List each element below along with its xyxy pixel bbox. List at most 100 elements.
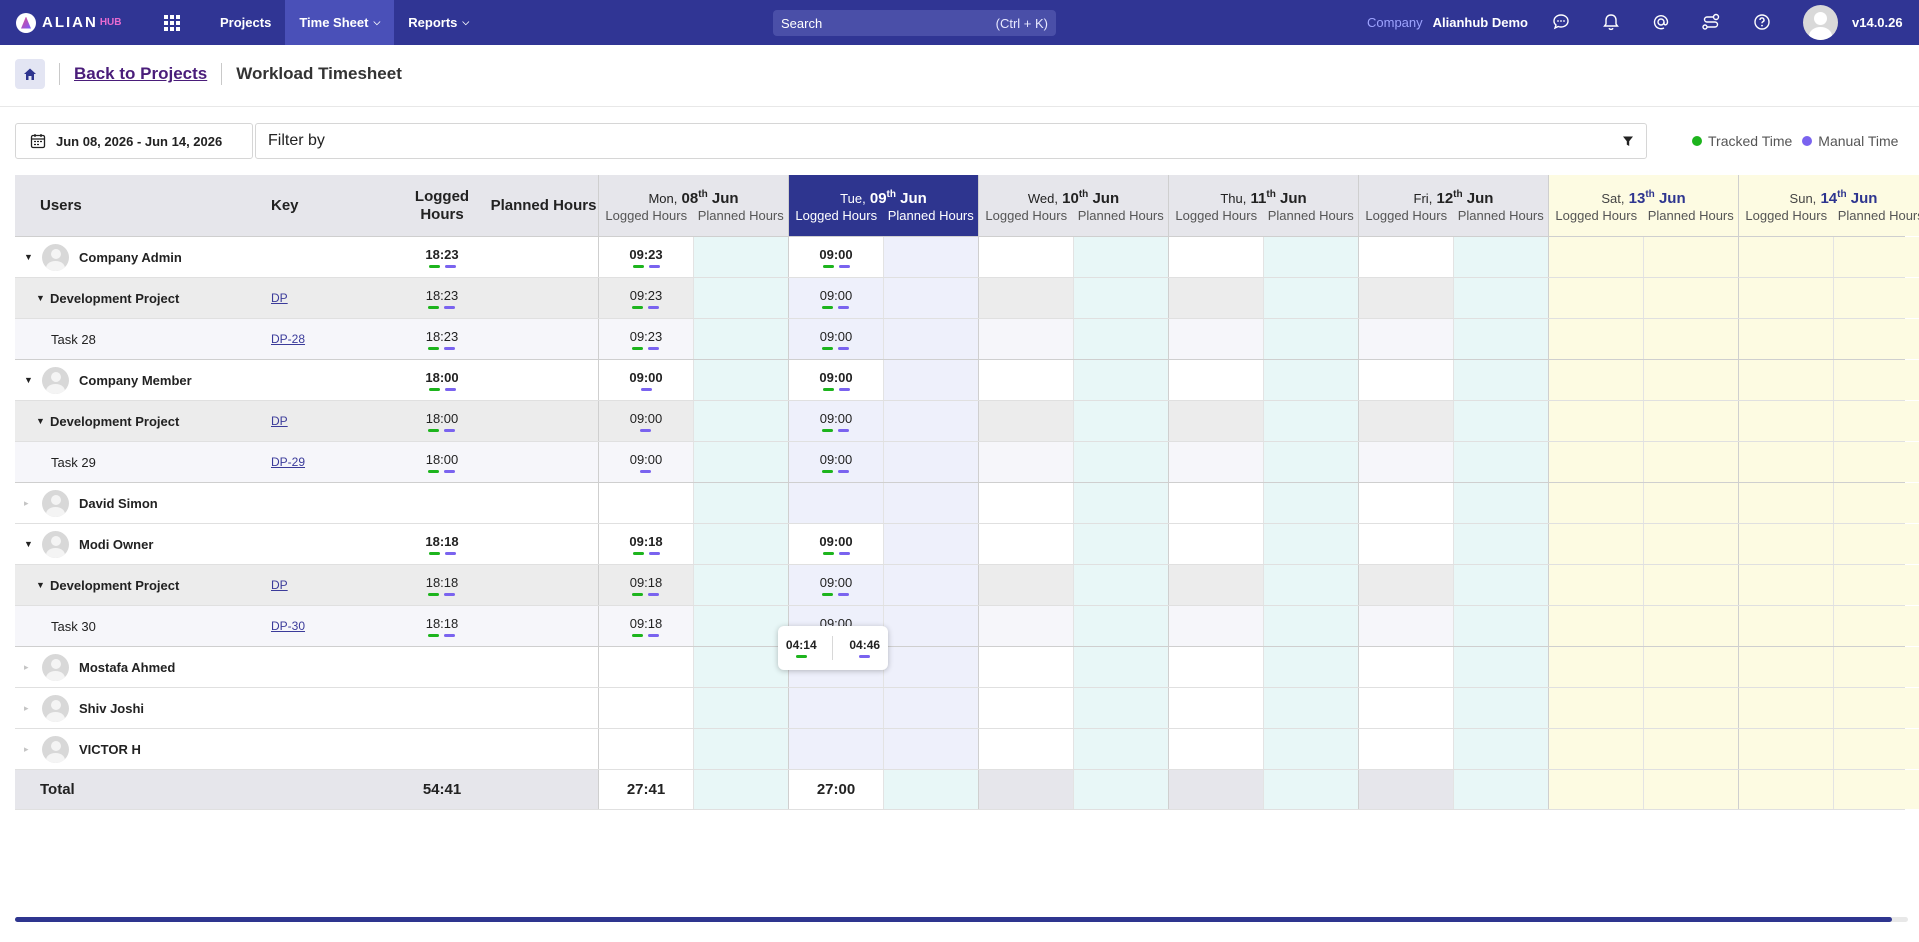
day-header-14[interactable]: Sun, 14th Jun Logged Hours Planned Hours bbox=[1739, 175, 1919, 236]
day-logged-cell[interactable] bbox=[1739, 647, 1834, 687]
day-planned-cell[interactable] bbox=[1264, 319, 1359, 359]
day-logged-cell[interactable]: 09:23 bbox=[599, 278, 694, 318]
day-planned-cell[interactable] bbox=[1834, 442, 1919, 482]
day-planned-cell[interactable] bbox=[1454, 483, 1549, 523]
day-logged-cell[interactable] bbox=[1169, 237, 1264, 277]
day-planned-cell[interactable] bbox=[1644, 319, 1739, 359]
day-logged-cell[interactable] bbox=[1359, 606, 1454, 646]
day-planned-cell[interactable] bbox=[1264, 688, 1359, 728]
user-name[interactable]: VICTOR H bbox=[79, 741, 141, 757]
day-planned-cell[interactable] bbox=[884, 319, 979, 359]
day-planned-cell[interactable] bbox=[1454, 442, 1549, 482]
day-planned-cell[interactable] bbox=[694, 278, 789, 318]
day-planned-cell[interactable] bbox=[1264, 278, 1359, 318]
day-logged-cell[interactable] bbox=[979, 237, 1074, 277]
day-planned-cell[interactable] bbox=[1264, 360, 1359, 400]
expand-arrow-icon[interactable]: ▸ bbox=[24, 661, 29, 672]
user-name[interactable]: Company Member bbox=[79, 372, 192, 388]
day-logged-cell[interactable]: 09:00 bbox=[599, 401, 694, 441]
day-logged-cell[interactable] bbox=[979, 565, 1074, 605]
user-name[interactable]: Shiv Joshi bbox=[79, 700, 145, 716]
day-planned-cell[interactable] bbox=[1264, 729, 1359, 769]
day-planned-cell[interactable] bbox=[884, 483, 979, 523]
table-row[interactable]: ▼ Company Admin 18:23 09:23 09:00 bbox=[15, 237, 1919, 278]
table-row[interactable]: ▸ VICTOR H bbox=[15, 729, 1919, 770]
day-planned-cell[interactable] bbox=[1074, 647, 1169, 687]
date-range-picker[interactable]: Jun 08, 2026 - Jun 14, 2026 bbox=[15, 123, 253, 159]
collapse-arrow-icon[interactable]: ▼ bbox=[36, 416, 45, 426]
day-logged-cell[interactable] bbox=[1549, 237, 1644, 277]
day-planned-cell[interactable] bbox=[1074, 606, 1169, 646]
day-logged-cell[interactable]: 09:00 bbox=[789, 278, 884, 318]
day-header-10[interactable]: Wed, 10th Jun Logged Hours Planned Hours bbox=[979, 175, 1169, 236]
day-planned-cell[interactable] bbox=[1454, 565, 1549, 605]
day-logged-cell[interactable] bbox=[1169, 647, 1264, 687]
user-name[interactable]: Modi Owner bbox=[79, 536, 154, 552]
day-planned-cell[interactable] bbox=[1074, 360, 1169, 400]
day-logged-cell[interactable]: 09:18 bbox=[599, 524, 694, 564]
key-link[interactable]: DP bbox=[271, 578, 288, 592]
key-link[interactable]: DP-29 bbox=[271, 455, 306, 469]
day-planned-cell[interactable] bbox=[1644, 606, 1739, 646]
day-planned-cell[interactable] bbox=[884, 688, 979, 728]
day-planned-cell[interactable] bbox=[884, 729, 979, 769]
back-to-projects-link[interactable]: Back to Projects bbox=[74, 64, 208, 83]
global-search[interactable]: Search (Ctrl + K) bbox=[773, 10, 1056, 36]
day-planned-cell[interactable] bbox=[1644, 237, 1739, 277]
day-logged-cell[interactable] bbox=[1169, 606, 1264, 646]
day-logged-cell[interactable] bbox=[599, 729, 694, 769]
day-logged-cell[interactable]: 09:23 bbox=[599, 237, 694, 277]
day-planned-cell[interactable] bbox=[1454, 647, 1549, 687]
day-logged-cell[interactable] bbox=[1549, 524, 1644, 564]
day-planned-cell[interactable] bbox=[1454, 606, 1549, 646]
day-planned-cell[interactable] bbox=[694, 565, 789, 605]
user-name[interactable]: Company Admin bbox=[79, 249, 182, 265]
day-planned-cell[interactable] bbox=[694, 647, 789, 687]
bell-icon[interactable] bbox=[1600, 11, 1622, 33]
day-logged-cell[interactable] bbox=[1739, 729, 1834, 769]
day-planned-cell[interactable] bbox=[1454, 237, 1549, 277]
day-planned-cell[interactable] bbox=[1074, 442, 1169, 482]
expand-arrow-icon[interactable]: ▸ bbox=[24, 497, 29, 508]
day-planned-cell[interactable] bbox=[1834, 565, 1919, 605]
day-logged-cell[interactable] bbox=[789, 483, 884, 523]
day-planned-cell[interactable] bbox=[1834, 729, 1919, 769]
chat-icon[interactable] bbox=[1550, 11, 1572, 33]
day-planned-cell[interactable] bbox=[1644, 483, 1739, 523]
day-planned-cell[interactable] bbox=[884, 647, 979, 687]
day-logged-cell[interactable] bbox=[1359, 360, 1454, 400]
day-planned-cell[interactable] bbox=[694, 319, 789, 359]
day-logged-cell[interactable] bbox=[599, 688, 694, 728]
day-logged-cell[interactable] bbox=[1739, 483, 1834, 523]
day-logged-cell[interactable] bbox=[979, 401, 1074, 441]
day-planned-cell[interactable] bbox=[1264, 401, 1359, 441]
day-logged-cell[interactable]: 09:00 bbox=[789, 442, 884, 482]
day-logged-cell[interactable]: 09:23 bbox=[599, 319, 694, 359]
table-row[interactable]: ▸ David Simon bbox=[15, 483, 1919, 524]
day-header-08[interactable]: Mon, 08th Jun Logged Hours Planned Hours bbox=[599, 175, 789, 236]
expand-arrow-icon[interactable]: ▸ bbox=[24, 743, 29, 754]
day-logged-cell[interactable]: 09:00 bbox=[789, 565, 884, 605]
day-planned-cell[interactable] bbox=[884, 442, 979, 482]
day-planned-cell[interactable] bbox=[1834, 278, 1919, 318]
day-logged-cell[interactable] bbox=[1359, 524, 1454, 564]
route-icon[interactable] bbox=[1700, 11, 1722, 33]
day-logged-cell[interactable]: 09:00 bbox=[789, 524, 884, 564]
day-logged-cell[interactable] bbox=[1739, 606, 1834, 646]
day-logged-cell[interactable] bbox=[979, 647, 1074, 687]
collapse-arrow-icon[interactable]: ▼ bbox=[36, 580, 45, 590]
day-planned-cell[interactable] bbox=[1074, 237, 1169, 277]
day-planned-cell[interactable] bbox=[694, 688, 789, 728]
day-planned-cell[interactable] bbox=[694, 524, 789, 564]
day-planned-cell[interactable] bbox=[884, 278, 979, 318]
day-planned-cell[interactable] bbox=[1644, 565, 1739, 605]
day-planned-cell[interactable] bbox=[1644, 442, 1739, 482]
day-planned-cell[interactable] bbox=[1074, 278, 1169, 318]
scrollbar-thumb[interactable] bbox=[15, 917, 1892, 922]
day-planned-cell[interactable] bbox=[1834, 647, 1919, 687]
day-planned-cell[interactable] bbox=[1264, 483, 1359, 523]
day-logged-cell[interactable] bbox=[979, 319, 1074, 359]
day-logged-cell[interactable] bbox=[1549, 360, 1644, 400]
user-name[interactable]: David Simon bbox=[79, 495, 158, 511]
day-logged-cell[interactable] bbox=[1549, 565, 1644, 605]
